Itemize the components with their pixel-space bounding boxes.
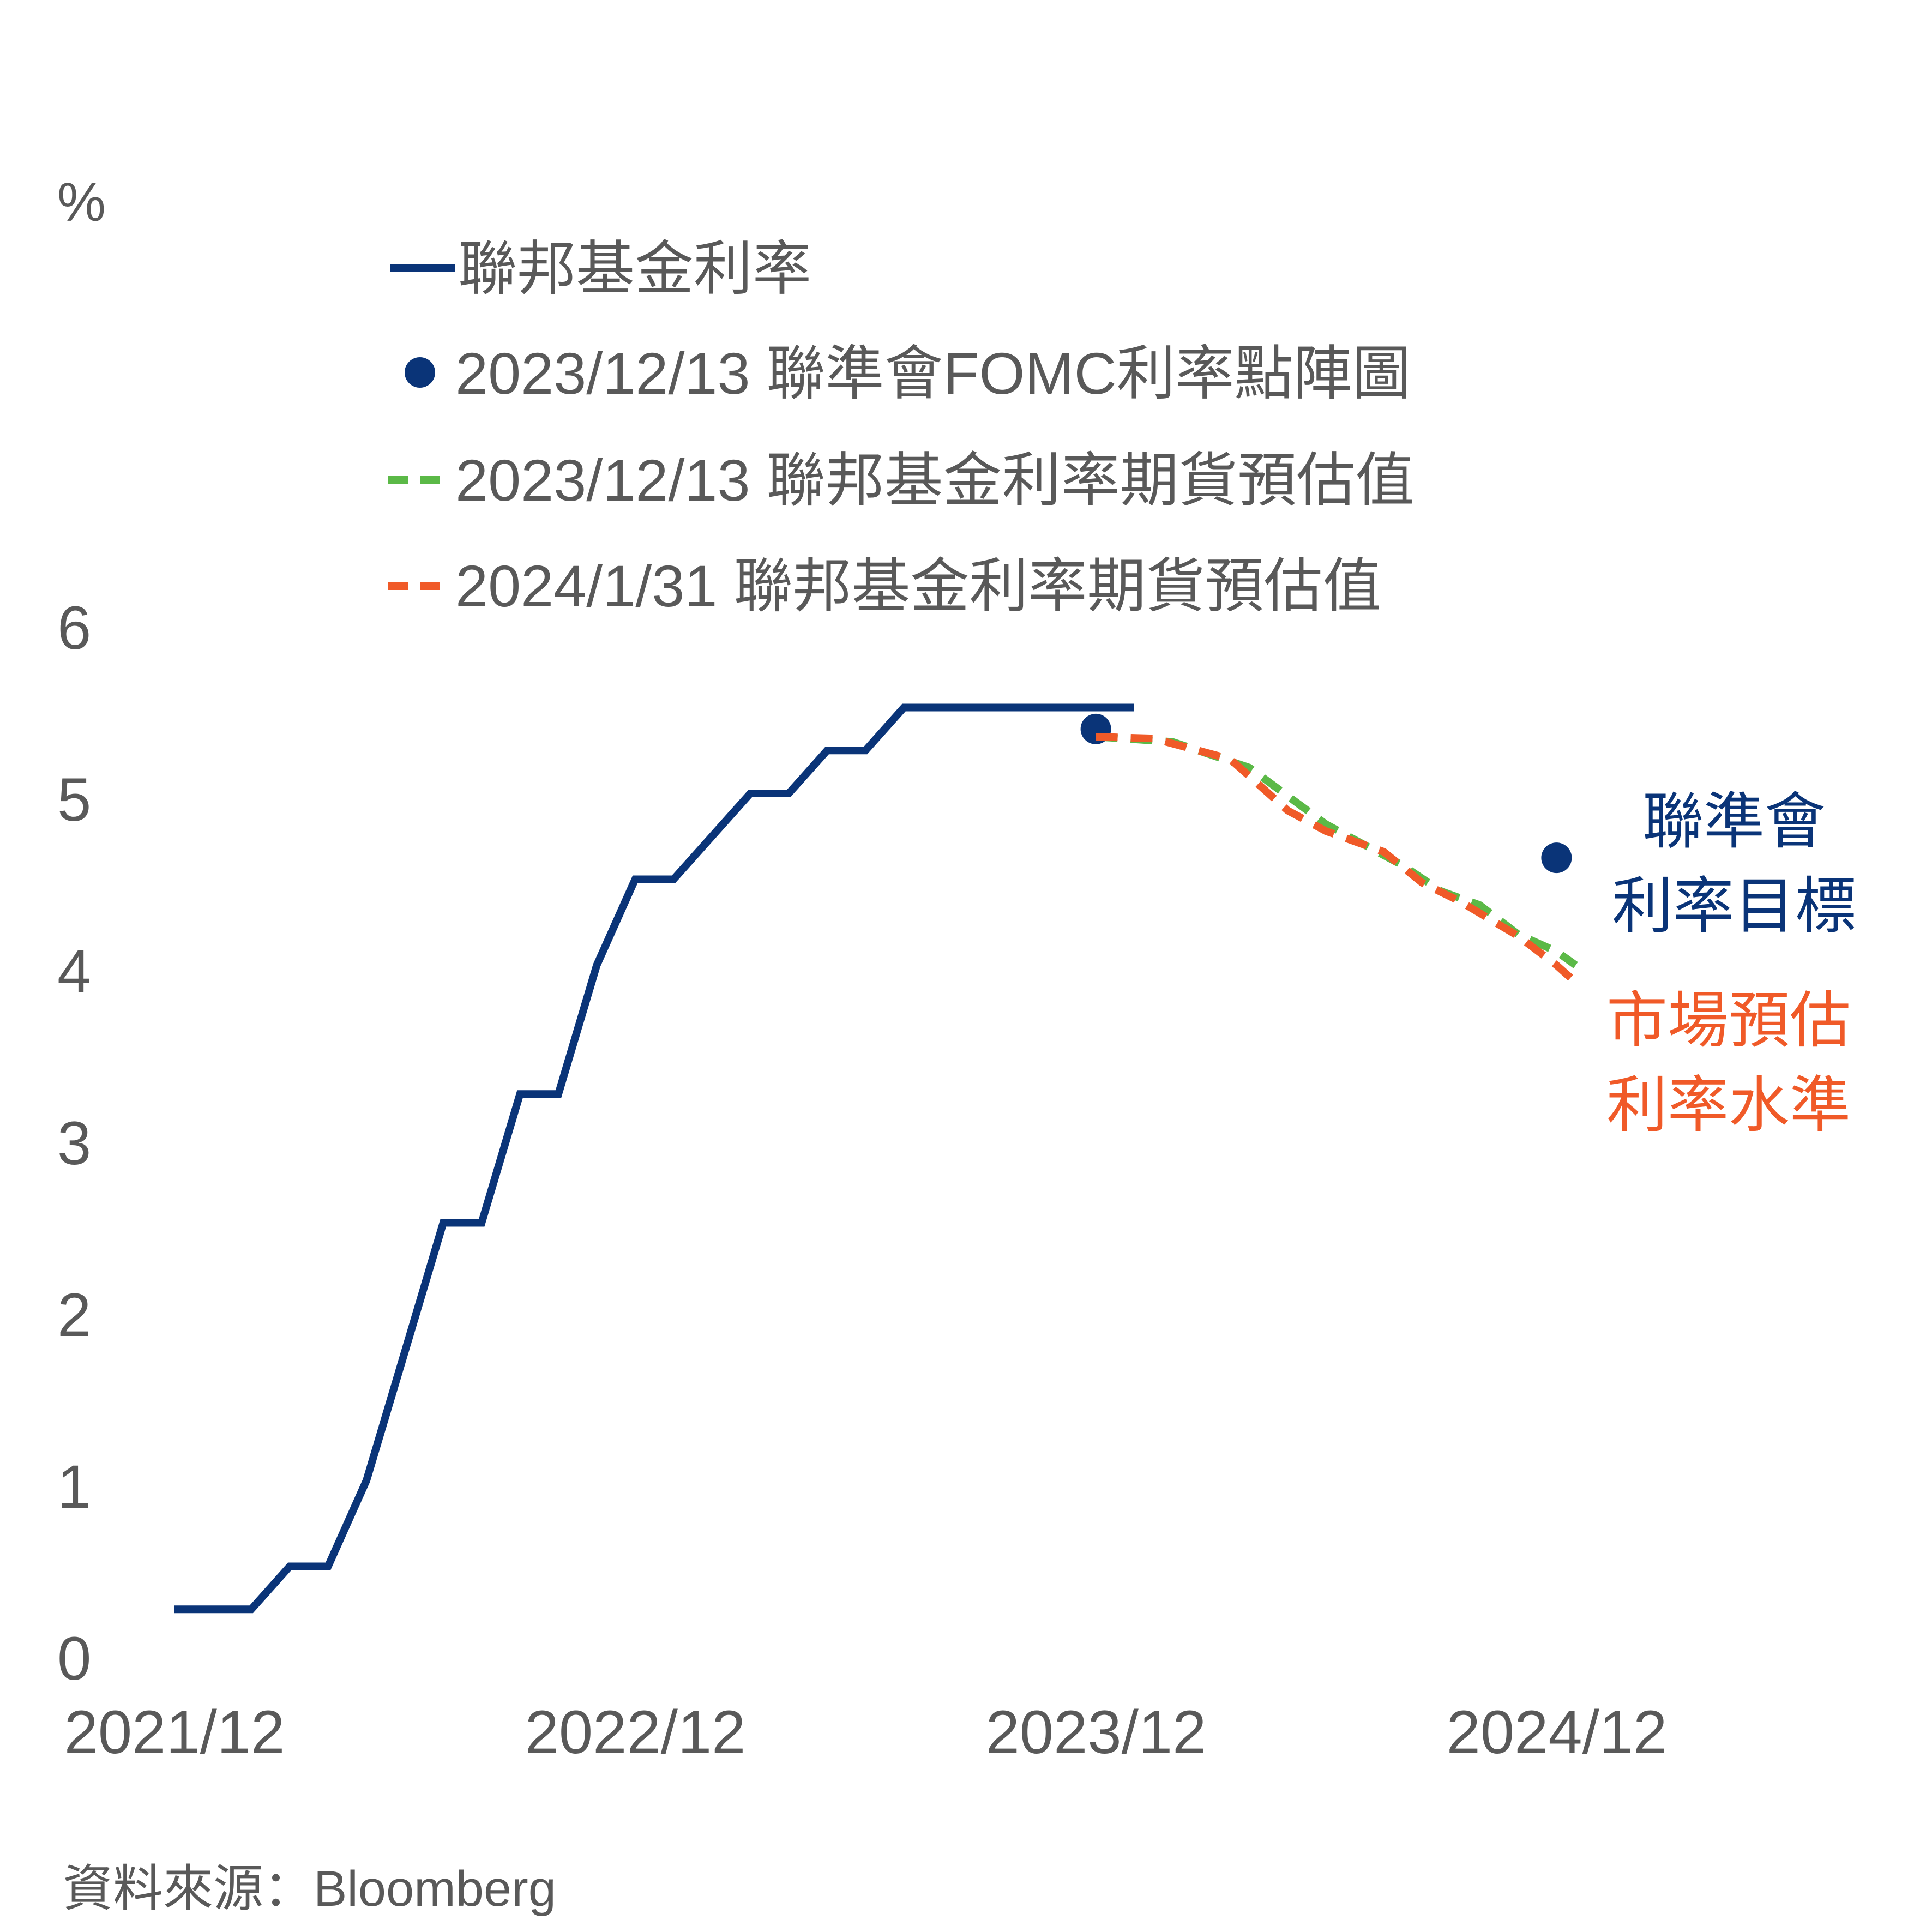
y-axis: % 0 1 2 3 4 5 6: [57, 172, 106, 1693]
x-tick-2024-12: 2024/12: [1447, 1698, 1668, 1766]
legend: 聯邦基金利率 2023/12/13 聯準會FOMC利率點陣圖 2023/12/1…: [388, 236, 1415, 619]
annotation-market-estimate-line1: 市場預估: [1606, 986, 1851, 1055]
y-tick-6: 6: [57, 594, 91, 662]
y-tick-0: 0: [57, 1624, 91, 1693]
x-tick-2022-12: 2022/12: [525, 1698, 746, 1766]
x-tick-2021-12: 2021/12: [64, 1698, 285, 1766]
legend-label-futures-2023-12-13: 2023/12/13 聯邦基金利率期貨預估值: [455, 447, 1415, 513]
x-axis: 2021/12 2022/12 2023/12 2024/12: [64, 1698, 1668, 1766]
y-tick-1: 1: [57, 1453, 91, 1521]
annotation-fomc-target-line2: 利率目標: [1612, 872, 1856, 940]
legend-swatch-fomc-dot-plot: [405, 357, 435, 388]
fed-funds-rate-line: [174, 703, 1134, 1614]
fomc-dot-point-1: [1541, 842, 1572, 874]
futures-2023-12-13-line: [1096, 733, 1578, 968]
y-tick-3: 3: [57, 1109, 91, 1177]
annotation-market-estimate: 市場預估 利率水準: [1606, 986, 1851, 1139]
legend-label-fed-funds-rate: 聯邦基金利率: [458, 236, 811, 302]
y-axis-unit: %: [57, 172, 106, 233]
y-tick-5: 5: [57, 766, 91, 834]
plot-area: [174, 703, 1579, 1614]
legend-label-fomc-dot-plot: 2023/12/13 聯準會FOMC利率點陣圖: [455, 340, 1411, 406]
source-note: 資料來源：Bloomberg: [63, 1861, 556, 1917]
y-tick-4: 4: [57, 937, 91, 1006]
y-tick-2: 2: [57, 1281, 91, 1349]
annotation-market-estimate-line2: 利率水準: [1606, 1071, 1851, 1139]
annotation-fomc-target: 聯準會 利率目標: [1612, 787, 1856, 940]
legend-label-futures-2024-1-31: 2024/1/31 聯邦基金利率期貨預估值: [455, 553, 1381, 619]
annotation-fomc-target-line1: 聯準會: [1642, 787, 1826, 856]
futures-2024-1-31-line: [1096, 733, 1579, 985]
x-tick-2023-12: 2023/12: [986, 1698, 1207, 1766]
